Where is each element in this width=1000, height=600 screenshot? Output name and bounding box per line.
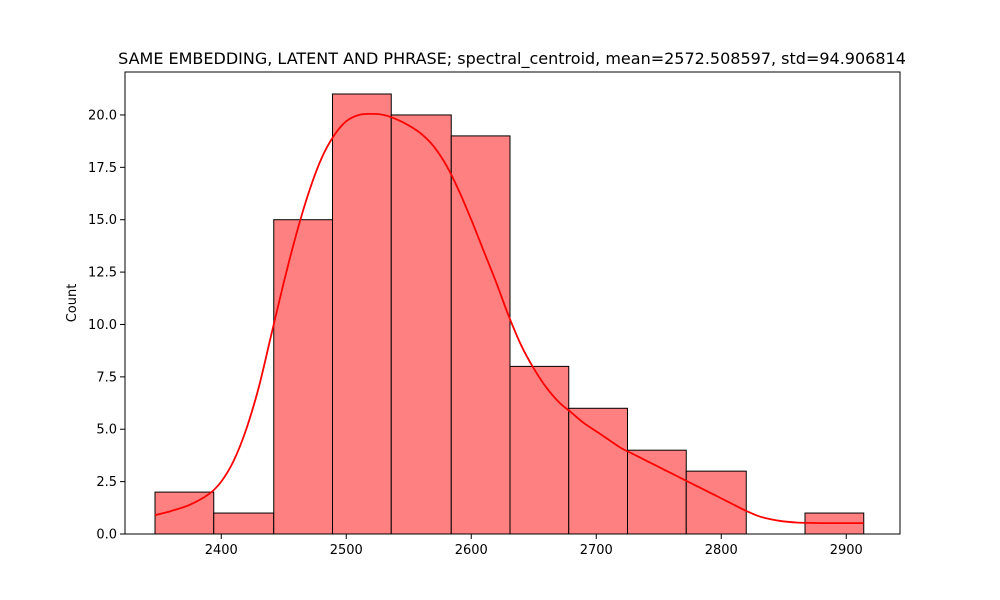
x-tick-label: 2600 — [455, 543, 488, 558]
y-tick-label: 12.5 — [88, 266, 117, 281]
x-axis-ticks: 2400 2500 2600 2700 2800 2900 — [205, 534, 863, 558]
histogram-bar-4 — [390, 114, 452, 535]
y-axis-ticks: 0.0 2.5 5.0 7.5 10.0 12.5 15.0 17.5 20.0 — [88, 108, 125, 543]
y-tick-label: 5.0 — [96, 423, 117, 438]
y-tick-label: 20.0 — [88, 108, 117, 123]
y-tick-label: 15.0 — [88, 213, 117, 228]
y-axis-label: Count — [65, 284, 80, 323]
y-tick-label: 17.5 — [88, 161, 117, 176]
kde-curve — [154, 112, 864, 525]
histogram-bar-7 — [568, 407, 628, 535]
histogram-bar-9 — [685, 470, 747, 535]
y-tick-label: 10.0 — [88, 318, 117, 333]
x-tick-label: 2800 — [705, 543, 738, 558]
histogram-bar-6 — [509, 365, 570, 535]
y-tick-label: 7.5 — [96, 370, 117, 385]
x-tick-label: 2500 — [330, 543, 363, 558]
chart-title: SAME EMBEDDING, LATENT AND PHRASE; spect… — [118, 49, 906, 69]
bars-group — [154, 93, 865, 535]
histogram-bar-1 — [213, 512, 275, 535]
plot-frame — [124, 71, 901, 535]
histogram-bar-3 — [332, 93, 392, 535]
y-tick-label: 0.0 — [96, 528, 117, 543]
histogram-bar-8 — [627, 449, 687, 535]
y-tick-label: 2.5 — [96, 475, 117, 490]
x-tick-label: 2700 — [580, 543, 613, 558]
x-tick-label: 2400 — [205, 543, 238, 558]
histogram-bar-2 — [273, 219, 333, 535]
histogram-bar-5 — [450, 135, 511, 535]
x-tick-label: 2900 — [830, 543, 863, 558]
